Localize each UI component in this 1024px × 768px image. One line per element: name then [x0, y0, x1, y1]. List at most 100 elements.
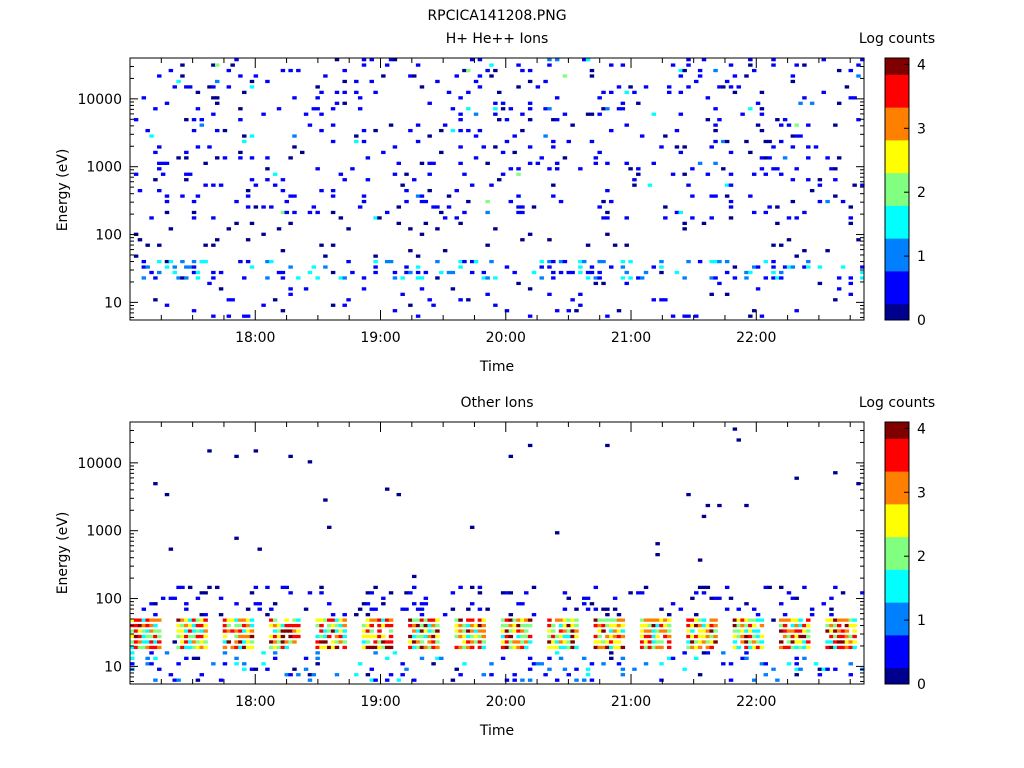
- heatmap-cell: [825, 618, 830, 622]
- heatmap-cell: [585, 673, 591, 677]
- heatmap-cell: [678, 150, 684, 155]
- heatmap-cell: [473, 134, 479, 138]
- colorbar-swatch: [885, 487, 909, 493]
- heatmap-cell: [303, 287, 309, 291]
- heatmap-cell: [342, 90, 347, 95]
- heatmap-cell: [589, 602, 595, 606]
- heatmap-cell: [211, 112, 216, 116]
- heatmap-cell: [794, 667, 799, 671]
- heatmap-cell: [713, 618, 718, 622]
- heatmap-cell: [330, 640, 336, 644]
- heatmap-cell: [319, 112, 324, 116]
- heatmap-cell: [759, 156, 765, 160]
- heatmap-cell: [601, 199, 606, 204]
- heatmap-cell: [500, 623, 506, 628]
- heatmap-cell: [520, 645, 525, 650]
- heatmap-cell: [848, 662, 854, 666]
- heatmap-cell: [280, 645, 286, 650]
- heatmap-cell: [234, 629, 239, 633]
- heatmap-cell: [585, 58, 591, 62]
- colorbar-swatch: [885, 483, 909, 488]
- heatmap-cell: [365, 673, 371, 677]
- heatmap-cell: [207, 145, 212, 149]
- heatmap-cell: [203, 613, 208, 617]
- heatmap-cell: [775, 205, 780, 209]
- heatmap-cell: [751, 172, 757, 176]
- heatmap-cell: [153, 618, 158, 622]
- colorbar-swatch: [885, 581, 909, 587]
- colorbar-swatch: [885, 156, 909, 161]
- colorbar-swatch: [885, 630, 909, 636]
- heatmap-cell: [164, 259, 170, 264]
- colorbar-swatch: [885, 544, 909, 550]
- heatmap-cell: [477, 85, 483, 89]
- heatmap-cell: [415, 194, 421, 198]
- heatmap-cell: [238, 618, 243, 622]
- heatmap-cell: [663, 618, 668, 622]
- colorbar-swatch: [885, 74, 909, 79]
- heatmap-cell: [327, 629, 332, 633]
- heatmap-cell: [361, 623, 367, 628]
- heatmap-cell: [469, 270, 475, 275]
- heatmap-cell: [315, 85, 320, 89]
- heatmap-cell: [303, 656, 309, 660]
- heatmap-cell: [836, 645, 842, 650]
- heatmap-cell: [222, 156, 228, 160]
- heatmap-cell: [655, 629, 660, 633]
- heatmap-cell: [338, 216, 344, 220]
- heatmap-cell: [848, 216, 854, 220]
- heatmap-cell: [354, 79, 359, 84]
- heatmap-cell: [748, 270, 753, 275]
- heatmap-cell: [419, 640, 425, 644]
- heatmap-cell: [543, 134, 548, 138]
- colorbar-frame: [884, 57, 910, 321]
- heatmap-cell: [686, 183, 691, 187]
- heatmap-cell: [786, 662, 792, 666]
- heatmap-cell: [245, 205, 251, 209]
- heatmap-cell: [581, 678, 587, 682]
- heatmap-cell: [574, 645, 579, 650]
- heatmap-cell: [643, 85, 649, 89]
- heatmap-cell: [612, 645, 618, 650]
- heatmap-cell: [516, 281, 521, 286]
- heatmap-cell: [520, 629, 525, 633]
- heatmap-cell: [311, 673, 317, 677]
- heatmap-cell: [334, 645, 340, 650]
- heatmap-cell: [694, 656, 699, 660]
- heatmap-cell: [686, 314, 691, 318]
- heatmap-cell: [809, 607, 815, 611]
- heatmap-cell: [412, 629, 417, 633]
- heatmap-cell: [782, 118, 788, 122]
- heatmap-cell: [357, 607, 363, 611]
- heatmap-cell: [400, 276, 405, 280]
- heatmap-cell: [821, 602, 826, 606]
- heatmap-cell: [516, 634, 521, 639]
- heatmap-cell: [269, 645, 274, 650]
- heatmap-cell: [307, 123, 313, 127]
- heatmap-cell: [431, 623, 436, 628]
- heatmap-cell: [717, 281, 722, 286]
- heatmap-cell: [133, 254, 139, 258]
- colorbar-swatch: [885, 651, 909, 656]
- heatmap-cell: [609, 63, 614, 67]
- heatmap-cell: [802, 265, 807, 269]
- heatmap-cell: [361, 199, 367, 204]
- heatmap-cell: [589, 139, 595, 144]
- heatmap-cell: [450, 678, 456, 682]
- colorbar-swatch: [885, 119, 909, 124]
- heatmap-cell: [419, 199, 425, 204]
- heatmap-cell: [265, 667, 270, 671]
- heatmap-cell: [531, 270, 537, 275]
- heatmap-cell: [176, 634, 181, 639]
- heatmap-cell: [137, 634, 143, 639]
- heatmap-cell: [759, 90, 765, 95]
- heatmap-cell: [771, 58, 776, 62]
- heatmap-cell: [489, 673, 494, 677]
- heatmap-cell: [833, 634, 838, 639]
- heatmap-cell: [705, 634, 711, 639]
- heatmap-cell: [365, 156, 371, 160]
- heatmap-cell: [512, 645, 517, 650]
- y-tick-label: 100: [95, 228, 122, 244]
- heatmap-cell: [833, 178, 838, 182]
